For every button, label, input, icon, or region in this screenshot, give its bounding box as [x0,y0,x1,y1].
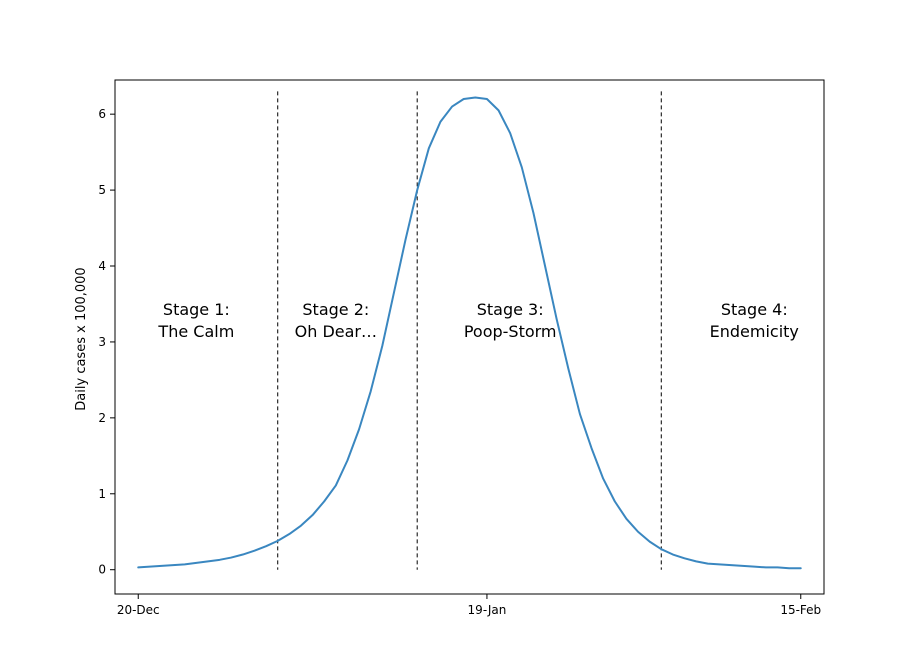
plot-frame [114,79,825,595]
y-tick-label: 4 [98,259,106,273]
stage-2-label-line-2: Oh Dear… [295,322,377,341]
y-tick-label: 3 [98,335,106,349]
stage-3-label-line-1: Stage 3: [477,300,544,319]
y-tick-label: 6 [98,107,106,121]
x-axis: 20-Dec 19-Jan 15-Feb [117,594,821,617]
plot-area: Stage 1: The Calm Stage 2: Oh Dear… Stage 3:… [114,79,825,595]
x-tick-label: 15-Feb [780,603,821,617]
stage-1-label-line-2: The Calm [157,322,234,341]
stage-4-label-line-2: Endemicity [710,322,799,341]
y-axis: 0 1 2 3 4 5 6 [98,107,115,577]
y-tick-label: 2 [98,411,106,425]
y-axis-label: Daily cases x 100,000 [74,267,89,410]
stage-3-label-line-2: Poop-Storm [464,322,557,341]
stage-1-label-line-1: Stage 1: [163,300,230,319]
x-tick-label: 20-Dec [117,603,160,617]
y-tick-label: 0 [98,563,106,577]
y-tick-label: 5 [98,183,106,197]
stage-2-label-line-1: Stage 2: [302,300,369,319]
stage-4-label-line-1: Stage 4: [721,300,788,319]
y-tick-label: 1 [98,487,106,501]
series-line [137,96,802,570]
x-tick-label: 19-Jan [468,603,507,617]
stage-dividers [277,91,662,570]
stage-annotations: Stage 1: The Calm Stage 2: Oh Dear… Stage 3:… [157,300,798,341]
